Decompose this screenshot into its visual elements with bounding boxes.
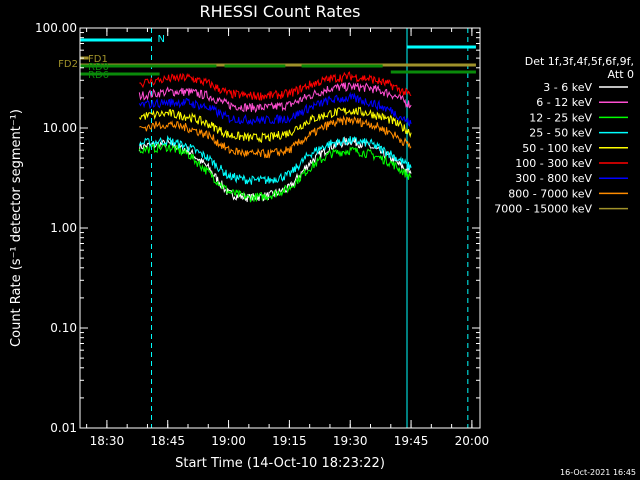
x-tick-label: 19:45 [394, 434, 429, 448]
series-line [139, 115, 412, 159]
legend-entry-label: 300 - 800 keV [515, 172, 592, 185]
legend-entry-label: 100 - 300 keV [515, 157, 592, 170]
series-line [138, 91, 412, 128]
series-line [138, 82, 412, 114]
x-tick-label: 19:00 [211, 434, 246, 448]
legend-entry-label: 3 - 6 keV [543, 81, 592, 94]
legend-entry-label: 7000 - 15000 keV [494, 203, 592, 216]
legend-header-line1: Det 1f,3f,4f,5f,6f,9f, [525, 55, 634, 68]
x-axis-label: Start Time (14-Oct-10 18:23:22) [175, 456, 385, 471]
y-tick-label: 0.10 [50, 321, 77, 335]
legend: Det 1f,3f,4f,5f,6f,9f, Att 0 3 - 6 keV 6 … [494, 55, 634, 216]
y-tick-label: 0.01 [50, 421, 77, 435]
legend-entry-label: 12 - 25 keV [529, 111, 592, 124]
series-line [138, 134, 412, 185]
x-tick-label: 20:00 [455, 434, 490, 448]
annotation-label: N [158, 34, 165, 45]
legend-entry-label: 50 - 100 keV [522, 142, 592, 155]
legend-entry-label: 6 - 12 keV [536, 96, 592, 109]
y-tick-label: 100.00 [35, 21, 77, 35]
annotation-label: FD1 [88, 54, 108, 65]
legend-header-line2: Att 0 [608, 68, 634, 81]
y-tick-label: 10.00 [43, 121, 77, 135]
chart-title: RHESSI Count Rates [200, 2, 361, 21]
y-axis: 0.01 0.10 1.00 10.00 100.00 [35, 21, 480, 435]
x-tick-label: 19:30 [333, 434, 368, 448]
footer-timestamp: 16-Oct-2021 16:45 [560, 468, 636, 477]
x-tick-label: 18:45 [150, 434, 185, 448]
x-axis: 18:30 18:45 19:00 19:15 19:30 19:45 20:00 [86, 28, 490, 448]
series-line [138, 106, 412, 144]
annotation-label: RD0 [88, 62, 109, 73]
y-tick-label: 1.00 [50, 221, 77, 235]
legend-entry-label: 800 - 7000 keV [508, 187, 592, 200]
series-line [139, 71, 412, 101]
annotation-label: RD6 [88, 70, 109, 81]
x-tick-label: 18:30 [90, 434, 125, 448]
annotation-label: FD2 [58, 59, 78, 70]
legend-entry-label: 25 - 50 keV [529, 127, 592, 140]
x-tick-label: 19:15 [272, 434, 307, 448]
series-line [138, 142, 412, 203]
y-axis-label: Count Rate (s⁻¹ detector segment⁻¹) [9, 109, 24, 347]
